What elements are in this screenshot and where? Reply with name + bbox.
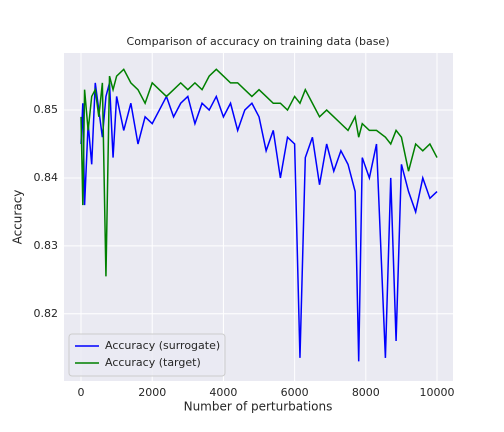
- legend-box: [68, 333, 226, 377]
- legend-label: Accuracy (target): [105, 356, 201, 369]
- legend-label: Accuracy (surrogate): [105, 339, 220, 352]
- x-tick-label: 6000: [281, 386, 309, 399]
- x-tick-label: 0: [78, 386, 85, 399]
- y-tick-label: 0.85: [34, 103, 59, 116]
- data-line: [80, 82, 438, 362]
- x-tick-label: 4000: [209, 386, 237, 399]
- x-axis-label: Number of perturbations: [184, 400, 333, 414]
- y-tick-label: 0.82: [34, 307, 59, 320]
- x-tick-label: 8000: [352, 386, 380, 399]
- y-tick-label: 0.84: [34, 171, 59, 184]
- x-tick-label: 2000: [138, 386, 166, 399]
- y-tick-label: 0.83: [34, 239, 59, 252]
- data-line: [80, 68, 438, 277]
- plot-area: [64, 53, 453, 381]
- x-tick-label: 10000: [420, 386, 455, 399]
- chart-title: Comparison of accuracy on training data …: [127, 35, 390, 48]
- y-axis-label: Accuracy: [11, 190, 25, 245]
